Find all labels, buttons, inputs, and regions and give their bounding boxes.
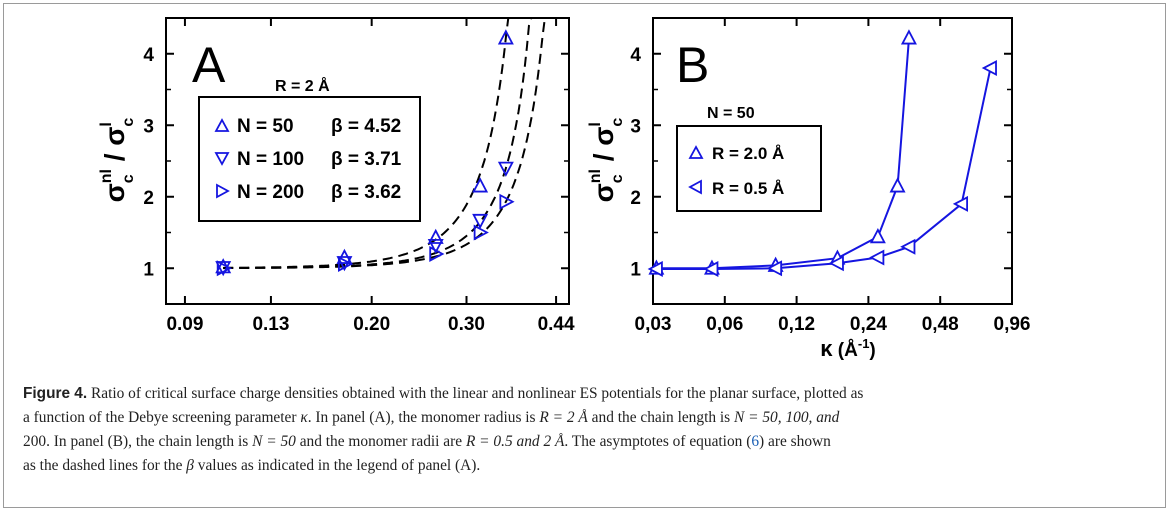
y-label-sub: c [609,174,626,183]
data-point-marker [474,179,487,191]
figure-plots: A R = 2 Å σcnl / σcl N = 50 β = 4.52 N =… [0,0,1171,380]
y-label-sigma-2: σ [588,127,619,146]
y-tick-label: 4 [143,45,154,66]
panel-b-x-axis-label: κ (Å-1) [820,336,876,361]
caption-kappa: κ [300,409,307,426]
x-tick-label: 0.44 [538,314,575,335]
caption-label: Figure 4. [23,385,87,402]
panel-a-legend: N = 50 β = 4.52 N = 100 β = 3.71 N = 200… [199,97,420,221]
data-point-marker [871,251,883,264]
data-point-marker [429,231,442,243]
caption-text: ) are shown [759,433,831,450]
data-point-marker [891,179,904,191]
x-tick-label: 0,12 [778,314,815,335]
x-tick-label: 0,03 [635,314,672,335]
x-label-unit: Å [844,340,858,361]
data-point-marker [871,230,884,242]
legend-label: N = 200 [237,182,304,203]
panel-a-letter: A [192,37,226,93]
y-tick-label: 4 [630,45,641,66]
y-label-sigma: σ [588,183,619,202]
panel-a: A R = 2 Å σcnl / σcl N = 50 β = 4.52 N =… [98,18,575,335]
y-label-sep: / [99,146,130,169]
panel-b-legend: R = 2.0 Å R = 0.5 Å [677,126,821,211]
y-label-sup2: l [98,122,115,126]
legend-beta: β = 3.62 [331,182,401,203]
y-tick-label: 2 [143,188,154,209]
caption-text: and the monomer radii are [296,433,466,450]
y-label-sup2: l [587,122,604,126]
data-point-marker [474,215,487,227]
panel-b-letter: B [676,37,709,93]
y-tick-label: 2 [630,188,641,209]
caption-text: a function of the Debye screening parame… [23,409,300,426]
data-point-marker [902,31,915,43]
x-tick-label: 0,24 [850,314,887,335]
y-label-sub-2: c [609,118,626,127]
panel-b-y-axis-label: σcnl / σcl [587,118,626,203]
svg-text:κ (Å-1): κ (Å-1) [820,336,876,361]
y-tick-label: 3 [143,116,154,137]
data-point-marker [902,240,914,253]
caption-math: N = 50, 100, and [734,409,839,426]
x-tick-label: 0.30 [448,314,485,335]
data-point-marker [475,226,487,239]
y-tick-label: 3 [630,116,641,137]
panel-b: B N = 50 σcnl / σcl κ (Å-1) R = 2.0 Å R … [587,18,1030,361]
legend-label: R = 2.0 Å [712,144,784,163]
x-tick-label: 0,96 [994,314,1031,335]
legend-label: N = 50 [237,116,294,137]
caption-text: values as indicated in the legend of pan… [194,457,480,474]
svg-text:σcnl / σcl: σcnl / σcl [587,118,626,203]
y-tick-label: 1 [630,259,641,280]
x-tick-label: 0.20 [353,314,390,335]
x-label-exp: -1 [858,336,870,351]
legend-beta: β = 4.52 [331,116,401,137]
caption-text: and the chain length is [588,409,734,426]
y-tick-label: 1 [143,259,154,280]
panel-b-annotation: N = 50 [707,105,755,122]
caption-text: . In panel (A), the monomer radius is [308,409,540,426]
y-label-sub-2: c [120,118,137,127]
caption-text: Ratio of critical surface charge densiti… [87,385,863,402]
y-label-sup1: nl [98,169,115,183]
svg-text:σcnl / σcl: σcnl / σcl [98,118,137,203]
figure-caption: Figure 4. Ratio of critical surface char… [23,382,1148,478]
y-label-sub: c [120,174,137,183]
caption-math: R = 0.5 and 2 Å [466,433,564,450]
y-label-sigma-2: σ [99,127,130,146]
legend-label: R = 0.5 Å [712,179,784,198]
caption-text: as the dashed lines for the [23,457,186,474]
panel-a-y-axis-label: σcnl / σcl [98,118,137,203]
legend-label: N = 100 [237,149,304,170]
x-tick-label: 0.13 [252,314,289,335]
legend-beta: β = 3.71 [331,149,402,170]
caption-beta: β [186,457,194,474]
caption-math: R = 2 Å [539,409,587,426]
equation-link[interactable]: 6 [751,433,759,450]
x-tick-label: 0.09 [166,314,203,335]
y-label-sigma: σ [99,183,130,202]
legend-box [677,126,821,211]
caption-text: . The asymptotes of equation ( [564,433,751,450]
panel-a-annotation: R = 2 Å [275,76,330,95]
x-tick-label: 0,48 [922,314,959,335]
y-label-sup1: nl [587,169,604,183]
x-label-kappa: κ [820,336,833,361]
caption-text: 200. In panel (B), the chain length is [23,433,252,450]
x-tick-label: 0,06 [706,314,743,335]
y-label-sep: / [588,146,619,169]
caption-math: N = 50 [252,433,296,450]
